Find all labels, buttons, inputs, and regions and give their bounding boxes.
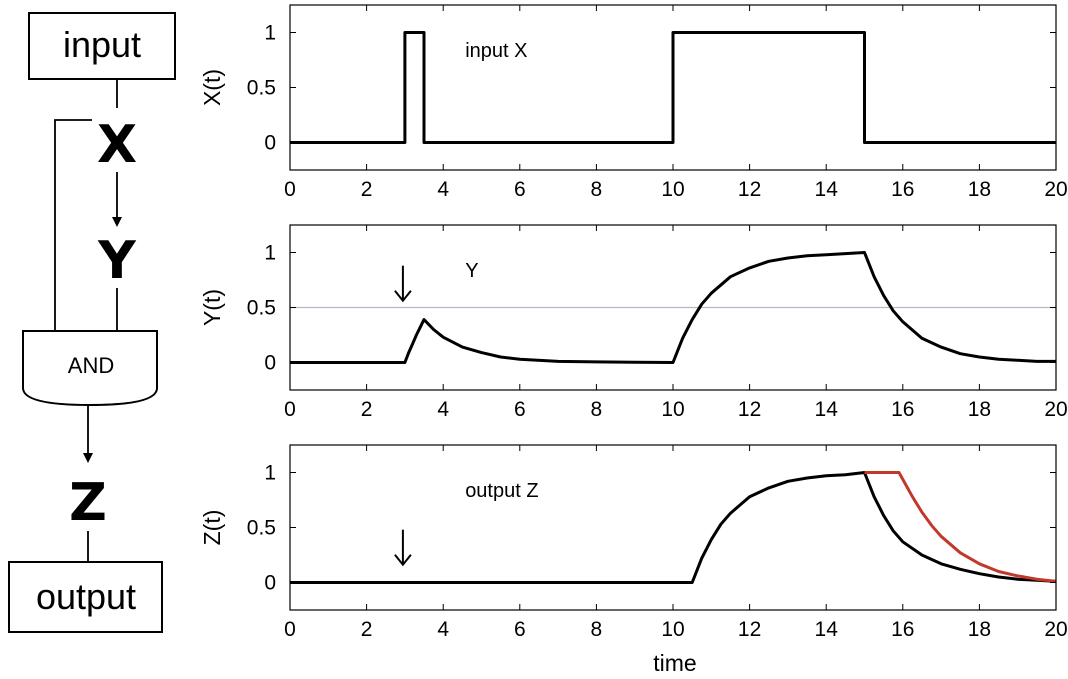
pulse-arrow-icon (394, 265, 412, 303)
y-tick-label: 0.5 (247, 517, 276, 540)
and-gate-label: AND (68, 353, 114, 378)
series-line-1 (290, 251, 1056, 364)
node-z-label: Z (69, 473, 107, 533)
y-tick-label: 0 (264, 132, 276, 155)
x-tick-label: 10 (661, 398, 684, 421)
x-tick-label: 0 (284, 398, 296, 421)
x-tick-label: 0 (284, 618, 296, 641)
y-tick-label: 1 (264, 462, 276, 485)
y-tick-label: 0.5 (247, 297, 276, 320)
axes-frame (289, 444, 1057, 611)
y-tick-label: 0 (264, 352, 276, 375)
x-axis-label: time (653, 650, 696, 676)
circuit-diagram: input X Y AND Z output (8, 12, 176, 633)
series-annotation: Y (465, 260, 478, 282)
plot-panel-2: 0 2 4 6 8 10 12 14 16 18 20 0 0.5 1 Y(t) Y (199, 224, 1068, 421)
x-tick-label: 14 (815, 178, 839, 201)
y-tick-label: 0 (264, 572, 276, 595)
x-tick-label: 2 (361, 178, 373, 201)
y-tick-label: 1 (264, 242, 276, 265)
y-axis-label: Z(t) (199, 510, 225, 546)
y-axis-label: Y(t) (199, 289, 225, 326)
x-tick-label: 6 (514, 178, 526, 201)
x-feedforward-wire (54, 119, 92, 331)
x-tick-label: 8 (591, 178, 603, 201)
input-box (28, 12, 176, 80)
x-tick-label: 20 (1044, 178, 1067, 201)
x-tick-label: 4 (437, 398, 449, 421)
x-tick-label: 4 (437, 618, 449, 641)
y-axis-label: X(t) (199, 69, 225, 106)
and-gate (22, 330, 158, 407)
plot-panel-1: 0 2 4 6 8 10 12 14 16 18 20 0 0.5 1 X(t) input X (199, 4, 1068, 201)
x-tick-label: 20 (1044, 618, 1067, 641)
plot-panel-3: 0 2 4 6 8 10 12 14 16 18 20 0 0.5 1 Z(t) output Z time (199, 444, 1068, 676)
x-tick-label: 8 (591, 618, 603, 641)
series-annotation: output Z (465, 480, 538, 502)
x-tick-label: 0 (284, 178, 296, 201)
x-tick-label: 8 (591, 398, 603, 421)
series-line-2 (864, 471, 1057, 583)
y-tick-label: 1 (264, 22, 276, 45)
output-box (8, 561, 163, 633)
node-y-label: Y (97, 231, 137, 291)
y-tick-label: 0.5 (247, 77, 276, 100)
x-tick-label: 16 (891, 178, 914, 201)
x-tick-label: 10 (661, 178, 684, 201)
series-line-1 (290, 471, 1057, 584)
x-tick-label: 18 (968, 178, 991, 201)
x-tick-label: 12 (738, 618, 761, 641)
input-box-label: input (63, 24, 141, 65)
x-tick-label: 12 (738, 178, 761, 201)
x-tick-label: 10 (661, 618, 684, 641)
x-tick-label: 12 (738, 398, 761, 421)
output-box-label: output (36, 576, 136, 617)
x-tick-label: 4 (437, 178, 449, 201)
pulse-arrow-icon (394, 529, 412, 567)
x-tick-label: 6 (514, 618, 526, 641)
x-tick-label: 18 (968, 618, 991, 641)
series-line-1 (290, 31, 1056, 144)
x-tick-label: 16 (891, 398, 914, 421)
series-annotation: input X (465, 40, 527, 62)
x-tick-label: 14 (815, 618, 839, 641)
x-tick-label: 6 (514, 398, 526, 421)
x-tick-label: 20 (1044, 398, 1067, 421)
x-tick-label: 18 (968, 398, 991, 421)
node-x-label: X (97, 115, 137, 175)
x-tick-label: 16 (891, 618, 914, 641)
x-tick-label: 14 (815, 398, 839, 421)
x-tick-label: 2 (361, 618, 373, 641)
x-tick-label: 2 (361, 398, 373, 421)
